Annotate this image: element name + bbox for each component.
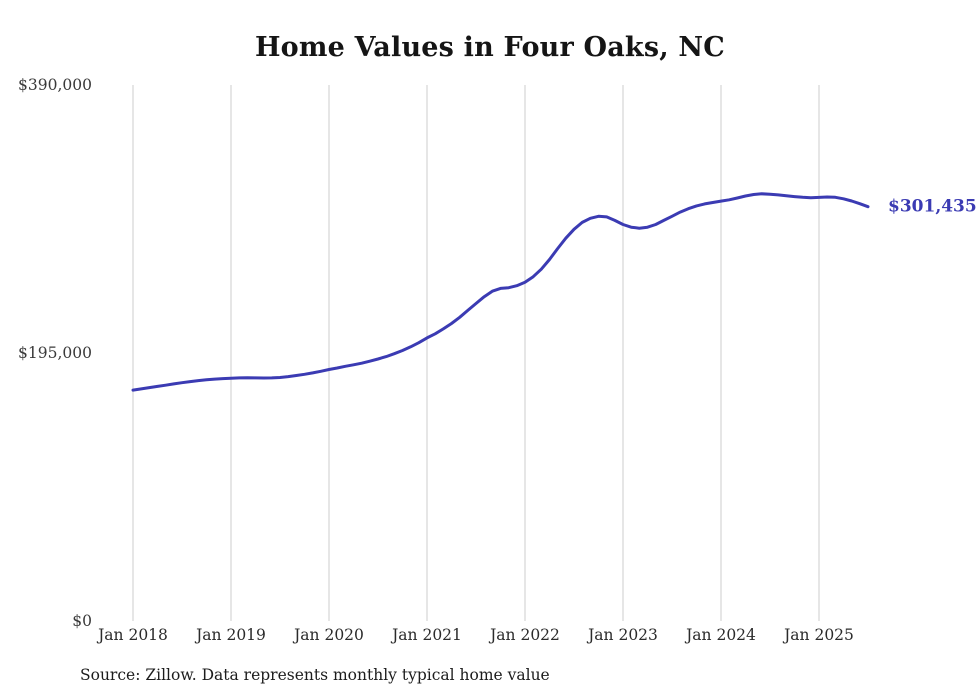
x-axis-tick-label: Jan 2024 [684, 626, 756, 644]
source-note: Source: Zillow. Data represents monthly … [80, 666, 550, 684]
x-axis-tick-label: Jan 2018 [96, 626, 168, 644]
x-axis-tick-label: Jan 2023 [586, 626, 658, 644]
y-axis-tick-label: $390,000 [18, 76, 92, 94]
chart-title: Home Values in Four Oaks, NC [254, 32, 726, 63]
x-axis-tick-label: Jan 2022 [488, 626, 560, 644]
x-axis-tick-label: Jan 2025 [782, 626, 854, 644]
x-axis-tick-label: Jan 2019 [194, 626, 266, 644]
x-axis-tick-label: Jan 2021 [390, 626, 462, 644]
x-axis-tick-label: Jan 2020 [292, 626, 364, 644]
value-line [131, 192, 870, 392]
y-axis-tick-label: $195,000 [18, 344, 92, 362]
latest-value-label: $301,435 [888, 197, 977, 217]
y-axis-tick-label: $0 [72, 612, 92, 630]
